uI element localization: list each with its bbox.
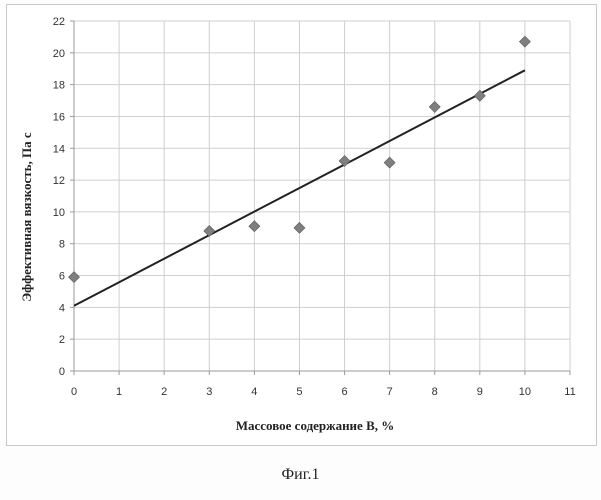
x-tick-label: 2 — [161, 386, 167, 398]
y-tick-label: 4 — [59, 302, 65, 314]
y-tick-label: 12 — [53, 175, 65, 187]
x-tick-label: 5 — [296, 386, 302, 398]
y-tick-label: 16 — [53, 111, 65, 123]
y-tick-label: 2 — [59, 334, 65, 346]
y-tick-label: 10 — [53, 207, 65, 219]
x-tick-label: 7 — [387, 386, 393, 398]
data-point — [204, 226, 215, 237]
y-tick-label: 6 — [59, 271, 65, 283]
x-tick-label: 4 — [251, 386, 257, 398]
x-tick-label: 11 — [564, 386, 575, 398]
x-tick-labels: 0 1 2 3 4 5 6 7 8 9 10 11 — [71, 386, 576, 398]
data-point — [69, 272, 80, 283]
x-tick-label: 1 — [116, 386, 122, 398]
x-tick-label: 9 — [477, 386, 483, 398]
x-tick-label: 3 — [206, 386, 212, 398]
y-tick-label: 14 — [53, 143, 65, 155]
data-point — [519, 36, 530, 47]
data-point — [429, 101, 440, 112]
data-point — [249, 221, 260, 232]
y-axis-title: Эффективная вязкость, Па с — [19, 132, 34, 302]
x-tick-label: 6 — [341, 386, 347, 398]
figure-caption: Фиг.1 — [0, 466, 601, 484]
x-axis-title: Массовое содержание В, % — [236, 418, 395, 433]
x-tick-label: 10 — [519, 386, 531, 398]
x-tick-label: 8 — [432, 386, 438, 398]
y-tick-labels: 0 2 4 6 8 10 12 14 16 18 20 22 — [53, 16, 65, 378]
y-tick-label: 18 — [53, 80, 65, 92]
grid — [74, 21, 570, 371]
data-point — [294, 222, 305, 233]
y-tick-label: 20 — [53, 48, 65, 60]
chart-frame: 01234567891011 0246810121416182022 Массо… — [6, 4, 597, 446]
data-point — [384, 157, 395, 168]
y-tick-label: 0 — [59, 366, 65, 378]
y-tick-label: 22 — [53, 16, 65, 28]
scatter-chart: 01234567891011 0246810121416182022 Массо… — [7, 5, 596, 445]
y-tick-label: 8 — [59, 239, 65, 251]
data-point — [339, 156, 350, 167]
axes — [70, 21, 570, 375]
x-tick-label: 0 — [71, 386, 77, 398]
